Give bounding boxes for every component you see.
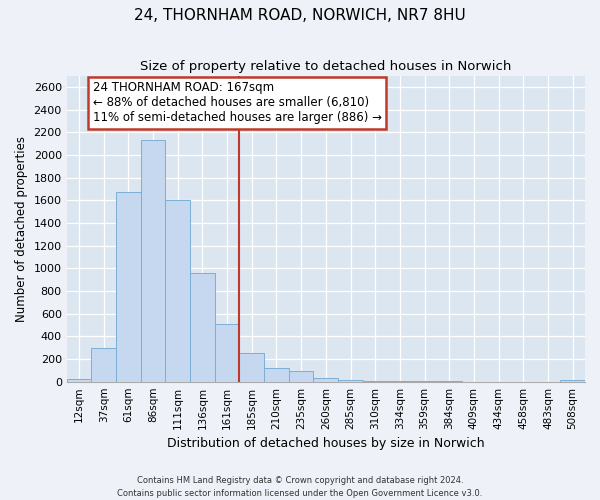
Bar: [289, 371, 313, 382]
Bar: [264, 368, 289, 382]
Text: Contains HM Land Registry data © Crown copyright and database right 2024.
Contai: Contains HM Land Registry data © Crown c…: [118, 476, 482, 498]
Bar: [190, 273, 215, 382]
Bar: [91, 348, 116, 382]
Bar: [116, 192, 141, 382]
Y-axis label: Number of detached properties: Number of detached properties: [15, 136, 28, 322]
Text: 24 THORNHAM ROAD: 167sqm
← 88% of detached houses are smaller (6,810)
11% of sem: 24 THORNHAM ROAD: 167sqm ← 88% of detach…: [92, 81, 382, 124]
Bar: [67, 380, 91, 382]
X-axis label: Distribution of detached houses by size in Norwich: Distribution of detached houses by size …: [167, 437, 485, 450]
Bar: [363, 381, 388, 382]
Bar: [313, 378, 338, 382]
Bar: [560, 380, 585, 382]
Bar: [338, 380, 363, 382]
Bar: [166, 200, 190, 382]
Bar: [141, 140, 166, 382]
Bar: [215, 324, 239, 382]
Bar: [239, 354, 264, 382]
Title: Size of property relative to detached houses in Norwich: Size of property relative to detached ho…: [140, 60, 512, 73]
Text: 24, THORNHAM ROAD, NORWICH, NR7 8HU: 24, THORNHAM ROAD, NORWICH, NR7 8HU: [134, 8, 466, 22]
